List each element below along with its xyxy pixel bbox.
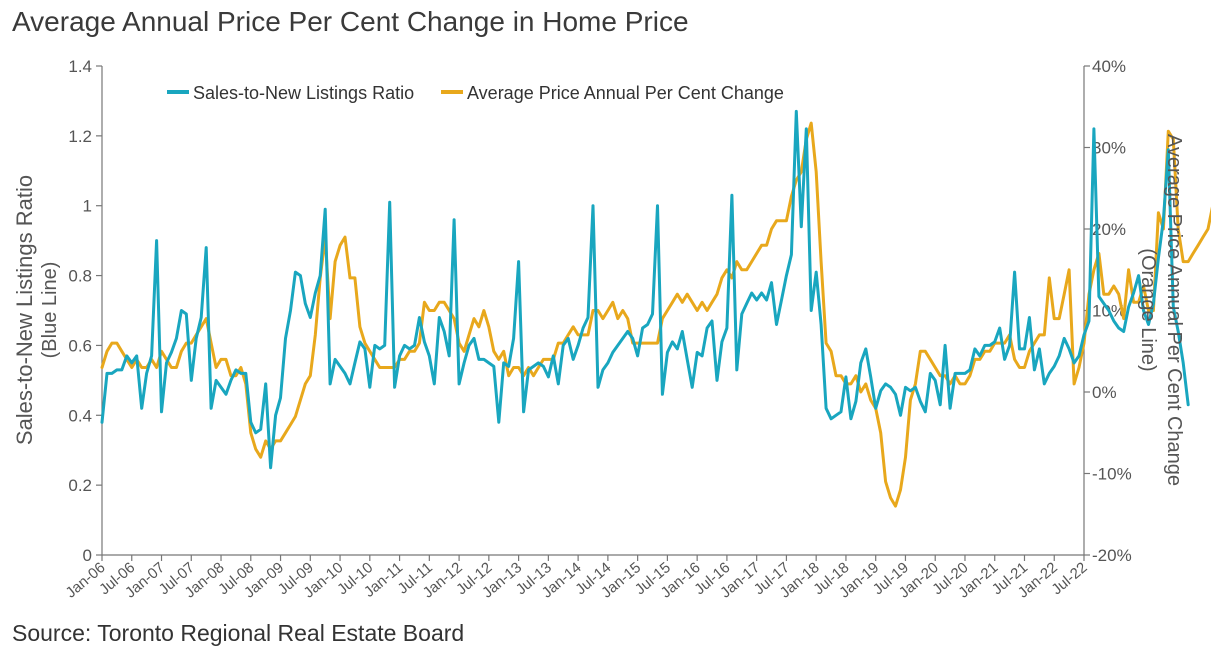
right-axis-subtitle: (Orange Line) [1137,248,1159,371]
legend-label-sales-to-new-listings: Sales-to-New Listings Ratio [193,83,414,103]
right-tick-label: 30% [1092,139,1126,158]
legend: Sales-to-New Listings Ratio Average Price… [167,83,784,103]
left-tick-label: 1.2 [68,127,92,146]
chart-title: Average Annual Price Per Cent Change in … [12,6,689,37]
right-tick-label: 20% [1092,220,1126,239]
right-axis-title: Average Price Annual Per Cent Change [1163,134,1185,486]
left-axis-subtitle: (Blue Line) [39,262,61,359]
chart-source: Source: Toronto Regional Real Estate Boa… [12,620,465,646]
right-tick-label: 0% [1092,383,1117,402]
right-tick-label: 40% [1092,57,1126,76]
left-tick-label: 0.4 [68,406,92,425]
left-tick-label: 0.2 [68,476,92,495]
legend-label-average-price-change: Average Price Annual Per Cent Change [467,83,784,103]
x-axis-ticks: Jan-06Jul-06Jan-07Jul-07Jan-08Jul-08Jan-… [63,555,1091,602]
left-tick-label: 0 [83,546,92,565]
left-tick-label: 0.6 [68,336,92,355]
left-tick-label: 1 [83,197,92,216]
left-tick-label: 0.8 [68,267,92,286]
left-axis-ticks: 0 0.2 0.4 0.6 0.8 1 1.2 1.4 [68,57,102,565]
right-tick-label: -10% [1092,465,1132,484]
right-tick-label: -20% [1092,546,1132,565]
axis-titles: Sales-to-New Listings Ratio (Blue Line) Av… [12,134,1185,486]
series-line-sales-to-new-listings [100,109,1190,470]
left-axis-title: Sales-to-New Listings Ratio [12,175,37,445]
left-tick-label: 1.4 [68,57,92,76]
series-line-average-price-change [100,121,1211,508]
series-layer [100,109,1211,508]
